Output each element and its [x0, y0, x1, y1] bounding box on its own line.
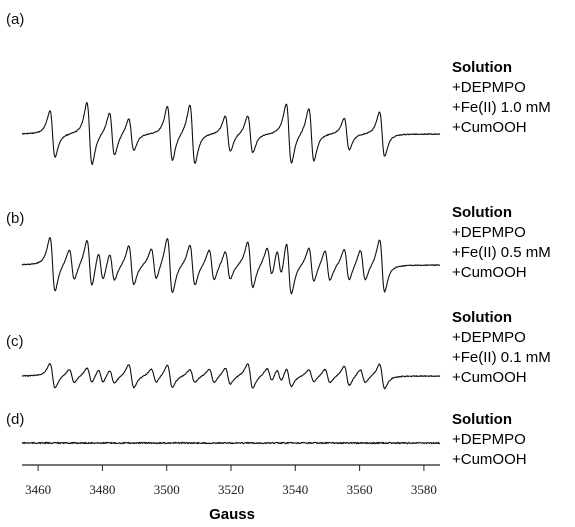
- spectrum-trace-d: [21, 441, 441, 445]
- condition-line-b-1: +DEPMPO: [452, 224, 526, 241]
- condition-line-c-3: +CumOOH: [452, 369, 527, 386]
- panel-a: (a) Solution +DEPMPO +Fe(II) 1.0 mM +Cum…: [6, 11, 551, 166]
- x-tick-label-3500: 3500: [154, 482, 180, 497]
- condition-line-b-2: +Fe(II) 0.5 mM: [452, 244, 551, 261]
- x-axis-ticks: 3460 3480 3500 3520 3540 3560 3580: [25, 465, 437, 497]
- spectrum-trace-b: [21, 237, 441, 295]
- condition-line-d-1: +DEPMPO: [452, 431, 526, 448]
- condition-line-b-3: +CumOOH: [452, 264, 527, 281]
- spectrum-trace-c: [21, 362, 441, 390]
- condition-line-a-1: +DEPMPO: [452, 79, 526, 96]
- panel-d: (d) Solution +DEPMPO +CumOOH: [6, 411, 527, 468]
- condition-title-d: Solution: [452, 411, 512, 428]
- panel-label-d: (d): [6, 411, 24, 428]
- panel-label-a: (a): [6, 11, 24, 28]
- panel-label-c: (c): [6, 333, 24, 350]
- x-tick-label-3520: 3520: [218, 482, 244, 497]
- x-tick-label-3480: 3480: [89, 482, 115, 497]
- x-tick-label-3460: 3460: [25, 482, 51, 497]
- x-axis-title: Gauss: [209, 506, 255, 523]
- x-tick-label-3560: 3560: [347, 482, 373, 497]
- condition-line-a-3: +CumOOH: [452, 119, 527, 136]
- condition-line-c-1: +DEPMPO: [452, 329, 526, 346]
- panel-label-b: (b): [6, 210, 24, 227]
- panel-b: (b) Solution +DEPMPO +Fe(II) 0.5 mM +Cum…: [6, 204, 551, 295]
- condition-title-c: Solution: [452, 309, 512, 326]
- condition-title-a: Solution: [452, 59, 512, 76]
- condition-line-a-2: +Fe(II) 1.0 mM: [452, 99, 551, 116]
- x-tick-label-3540: 3540: [282, 482, 308, 497]
- condition-line-c-2: +Fe(II) 0.1 mM: [452, 349, 551, 366]
- condition-line-d-2: +CumOOH: [452, 451, 527, 468]
- condition-title-b: Solution: [452, 204, 512, 221]
- spectrum-trace-a: [21, 102, 441, 166]
- panel-c: (c) Solution +DEPMPO +Fe(II) 0.1 mM +Cum…: [6, 309, 551, 390]
- x-tick-label-3580: 3580: [411, 482, 437, 497]
